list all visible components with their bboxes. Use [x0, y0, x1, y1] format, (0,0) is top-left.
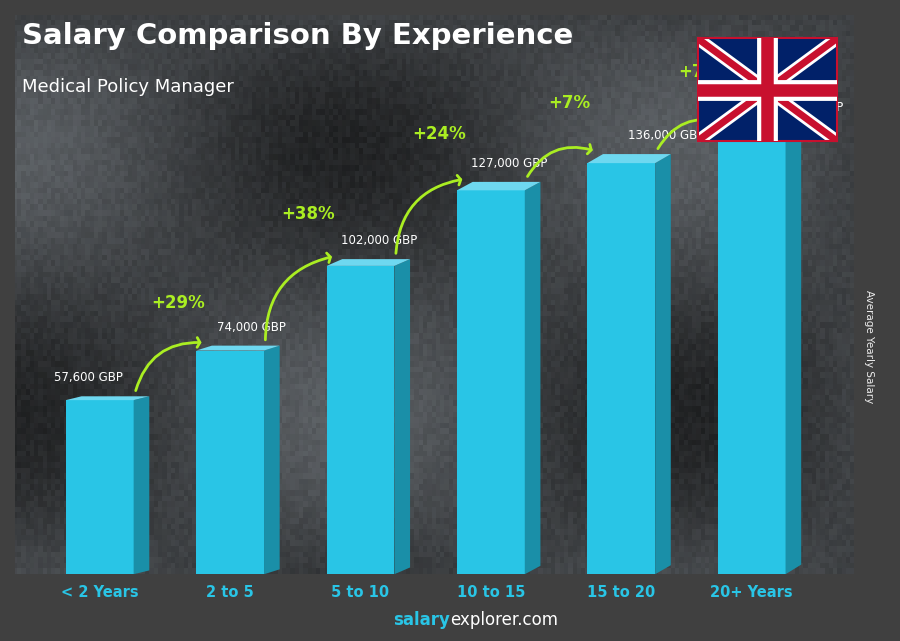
Bar	[717, 136, 786, 574]
Polygon shape	[588, 154, 670, 163]
Polygon shape	[457, 182, 540, 190]
Text: 127,000 GBP: 127,000 GBP	[472, 157, 548, 170]
Polygon shape	[133, 396, 149, 574]
Bar	[457, 190, 525, 574]
Text: 74,000 GBP: 74,000 GBP	[217, 320, 286, 333]
Polygon shape	[327, 259, 410, 266]
Polygon shape	[394, 259, 410, 574]
Text: Salary Comparison By Experience: Salary Comparison By Experience	[22, 22, 574, 51]
Text: +7%: +7%	[679, 63, 721, 81]
Text: Average Yearly Salary: Average Yearly Salary	[863, 290, 874, 403]
Bar	[196, 351, 264, 574]
Polygon shape	[264, 345, 280, 574]
Polygon shape	[525, 182, 540, 574]
Bar	[588, 163, 655, 574]
Text: +38%: +38%	[282, 204, 335, 223]
Text: Medical Policy Manager: Medical Policy Manager	[22, 78, 234, 96]
Polygon shape	[786, 126, 801, 574]
Text: 145,000 GBP: 145,000 GBP	[768, 101, 843, 114]
Text: salary: salary	[393, 612, 450, 629]
Bar	[327, 266, 394, 574]
Text: 57,600 GBP: 57,600 GBP	[54, 371, 123, 384]
Polygon shape	[66, 396, 149, 400]
Text: 136,000 GBP: 136,000 GBP	[628, 129, 704, 142]
Text: 102,000 GBP: 102,000 GBP	[341, 234, 418, 247]
Text: +29%: +29%	[151, 294, 205, 312]
Polygon shape	[655, 154, 670, 574]
Polygon shape	[717, 126, 801, 136]
Bar	[66, 400, 133, 574]
Text: +24%: +24%	[412, 124, 465, 142]
Polygon shape	[196, 345, 280, 351]
Text: explorer.com: explorer.com	[450, 612, 558, 629]
Text: +7%: +7%	[548, 94, 590, 112]
